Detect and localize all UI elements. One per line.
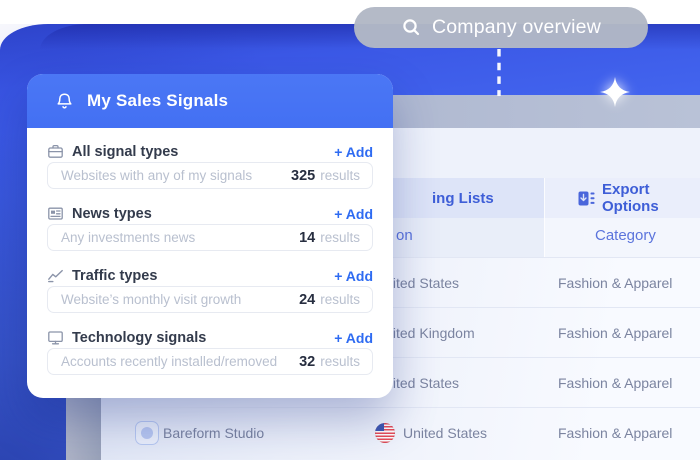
category-text: Fashion & Apparel <box>558 325 673 341</box>
category-cell: Fashion & Apparel <box>558 408 672 458</box>
tab-prospecting-lists[interactable]: ing Lists <box>432 178 494 218</box>
country-text: United States <box>375 375 460 391</box>
category-cell: Fashion & Apparel <box>558 308 672 358</box>
card-body: All signal types + Add Websites with any… <box>27 128 393 375</box>
country-text: United Kingdom <box>375 325 475 341</box>
country-text: United States <box>375 275 460 291</box>
bell-icon <box>54 91 75 112</box>
add-signal-button[interactable]: + Add <box>334 205 373 222</box>
location-column-label: on <box>396 227 413 244</box>
card-header: My Sales Signals <box>27 74 393 128</box>
monitor-icon <box>47 329 64 346</box>
signal-filter-input[interactable]: Website’s monthly visit growth 24 result… <box>47 286 373 313</box>
company-overview-search-pill[interactable]: Company overview <box>354 7 648 48</box>
country-cell: United States <box>375 258 459 308</box>
column-header-category: Category <box>544 218 700 257</box>
search-pill-label: Company overview <box>431 16 602 38</box>
signal-description: Websites with any of my signals <box>61 168 253 183</box>
results-suffix: results <box>320 354 360 369</box>
signal-section-traffic: Traffic types + Add Website’s monthly vi… <box>47 267 373 313</box>
tab-export-options[interactable]: Export Options <box>578 178 700 218</box>
company-avatar <box>135 421 159 445</box>
signal-filter-input[interactable]: Accounts recently installed/removed 32 r… <box>47 348 373 375</box>
dashed-connector-line <box>495 48 503 97</box>
category-text: Fashion & Apparel <box>558 375 673 391</box>
category-text: Fashion & Apparel <box>558 275 673 291</box>
lists-tab-label: ing Lists <box>432 189 494 207</box>
country-cell: United States <box>375 358 459 408</box>
add-signal-button[interactable]: + Add <box>334 267 373 284</box>
section-label: News types <box>72 205 152 222</box>
table-row[interactable]: Bareform Studio United States Fashion & … <box>101 407 700 457</box>
signal-section-all-types: All signal types + Add Websites with any… <box>47 143 373 189</box>
country-cell: United States <box>375 408 487 458</box>
export-icon <box>578 190 595 207</box>
company-cell: Bareform Studio <box>163 408 264 458</box>
us-flag-icon <box>375 423 395 443</box>
add-signal-button[interactable]: + Add <box>334 143 373 160</box>
section-label: Traffic types <box>72 267 158 284</box>
signal-section-technology: Technology signals + Add Accounts recent… <box>47 329 373 375</box>
signal-filter-input[interactable]: Websites with any of my signals 325 resu… <box>47 162 373 189</box>
results-suffix: results <box>320 168 360 183</box>
category-column-label: Category <box>595 227 656 244</box>
signal-description: Website’s monthly visit growth <box>61 292 242 307</box>
category-cell: Fashion & Apparel <box>558 358 672 408</box>
table-row[interactable]: United Kingdom Fashion & Apparel <box>101 307 700 357</box>
results-suffix: results <box>320 230 360 245</box>
signal-description: Any investments news <box>61 230 196 245</box>
card-title: My Sales Signals <box>87 91 229 110</box>
category-cell: Fashion & Apparel <box>558 258 672 308</box>
signal-section-news: News types + Add Any investments news 14… <box>47 205 373 251</box>
search-icon <box>401 17 422 38</box>
add-signal-button[interactable]: + Add <box>334 329 373 346</box>
sales-signals-card: My Sales Signals All signal types + Add <box>27 74 393 398</box>
briefcase-icon <box>47 143 64 160</box>
sparkle-icon <box>600 77 630 107</box>
results-suffix: results <box>320 292 360 307</box>
results-count: 24 <box>299 291 316 308</box>
company-text: Bareform Studio <box>163 425 265 441</box>
table-row[interactable]: United States Fashion & Apparel <box>101 257 700 307</box>
country-cell: United Kingdom <box>375 308 475 358</box>
category-text: Fashion & Apparel <box>558 425 673 441</box>
toolbar-right-panel <box>544 178 700 218</box>
signal-description: Accounts recently installed/removed <box>61 354 278 369</box>
export-tab-label: Export Options <box>602 181 659 215</box>
section-label: All signal types <box>72 143 179 160</box>
results-count: 325 <box>291 167 316 184</box>
section-label: Technology signals <box>72 329 207 346</box>
results-count: 32 <box>299 353 316 370</box>
signal-filter-input[interactable]: Any investments news 14 results <box>47 224 373 251</box>
trend-chart-icon <box>47 267 64 284</box>
newspaper-icon <box>47 205 64 222</box>
results-count: 14 <box>299 229 316 246</box>
table-row[interactable]: United States Fashion & Apparel <box>101 357 700 407</box>
country-text: United States <box>403 425 488 441</box>
